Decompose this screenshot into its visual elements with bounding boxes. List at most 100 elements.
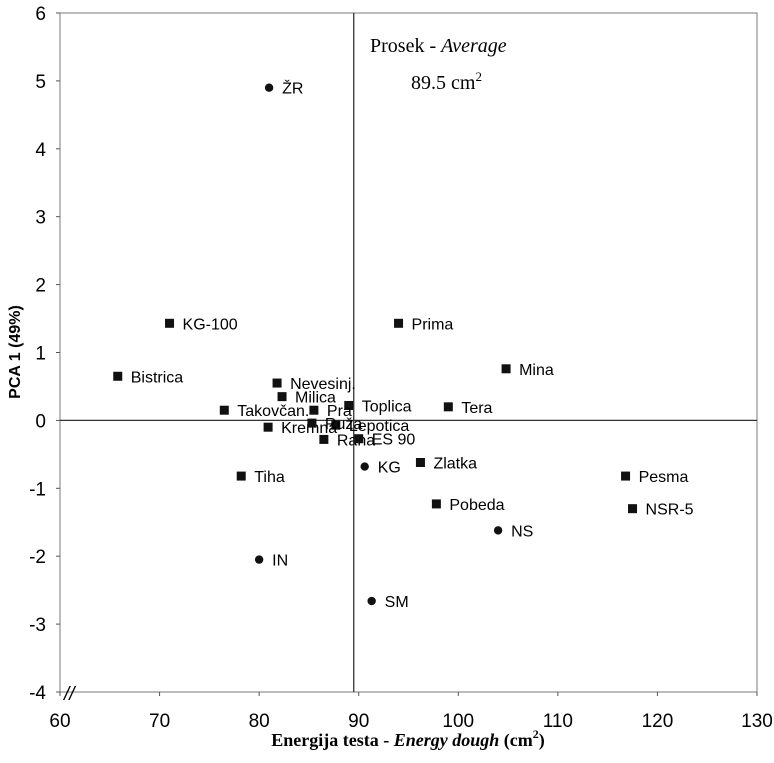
point-label: Zlatka [433, 455, 477, 472]
square-marker [165, 318, 175, 328]
data-point: SM [367, 594, 409, 611]
square-marker [354, 434, 364, 444]
data-point: Tera [443, 400, 493, 417]
y-tick-label: 0 [35, 411, 46, 432]
point-label: KG [378, 460, 401, 477]
data-point: Kremna [263, 420, 337, 437]
data-point: Zlatka [415, 455, 477, 472]
square-marker [344, 400, 354, 410]
square-marker [272, 378, 282, 388]
point-label: NS [511, 523, 533, 540]
y-tick-label: 3 [35, 208, 46, 229]
circle-marker [367, 596, 376, 606]
point-label: SM [385, 594, 409, 611]
circle-marker [493, 526, 503, 535]
point-label: Mina [519, 362, 554, 379]
point-label: Pra [327, 403, 352, 420]
y-tick-label: 5 [35, 72, 46, 93]
x-tick-label: 90 [348, 711, 369, 732]
point-label: KG-100 [183, 316, 238, 333]
y-tick-label: -3 [29, 615, 46, 636]
square-marker [331, 420, 341, 430]
axis-break-mark: // [62, 684, 76, 705]
y-tick-label: -4 [29, 683, 46, 704]
x-tick-label: 60 [49, 711, 70, 732]
square-marker [431, 499, 441, 509]
y-tick-label: -2 [29, 547, 46, 568]
point-label: Lepotica [349, 418, 410, 435]
y-tick-label: 2 [35, 276, 46, 297]
point-label: ŽR [282, 79, 303, 98]
circle-marker [360, 462, 369, 471]
point-label: ES 90 [372, 432, 416, 449]
data-point: Tiha [236, 469, 285, 486]
square-marker [309, 405, 319, 415]
x-tick-label: 130 [741, 711, 773, 732]
average-annotation-line1: Prosek - Average [370, 35, 507, 57]
data-point: Pra [309, 403, 352, 420]
y-tick-labels: 6 5 4 3 2 1 0 -1 -2 -3 -4 [29, 4, 60, 704]
y-tick-label: 1 [35, 344, 46, 365]
point-label: NSR-5 [646, 502, 694, 519]
x-tick-label: 70 [149, 711, 170, 732]
square-marker [236, 471, 246, 481]
circle-marker [254, 555, 264, 564]
y-tick-label: 6 [35, 4, 46, 25]
square-marker [219, 405, 229, 415]
x-tick-label: 80 [249, 711, 270, 732]
average-annotation-line2: 89.5 cm2 [411, 69, 482, 94]
data-point: Pobeda [431, 497, 505, 514]
x-tick-labels: 60 70 80 90 100 110 120 130 [49, 692, 773, 732]
square-marker [415, 457, 425, 467]
point-label: Pobeda [449, 497, 504, 514]
square-marker [501, 364, 511, 374]
data-point: Takovčan. [219, 403, 309, 420]
square-marker [319, 434, 329, 444]
data-point: Mina [501, 362, 554, 379]
data-point: Ruža [307, 416, 362, 433]
x-axis-title: Energija testa - Energy dough (cm2) [271, 727, 544, 751]
data-point: KG-100 [165, 316, 238, 333]
data-point: NSR-5 [628, 502, 694, 519]
data-point: Prima [394, 316, 453, 333]
square-marker [443, 402, 453, 412]
circle-marker [264, 83, 274, 92]
point-label: Kremna [281, 420, 337, 437]
point-label: Bistrica [131, 369, 184, 386]
square-marker [628, 504, 638, 514]
point-label: IN [272, 553, 288, 570]
data-point: Toplica [344, 398, 412, 415]
point-label: Tiha [254, 469, 285, 486]
y-tick-label: -1 [29, 479, 46, 500]
plot-frame [59, 12, 758, 693]
data-point: Lepotica [331, 418, 409, 435]
square-marker [394, 318, 404, 328]
square-marker [113, 371, 123, 381]
x-tick-label: 120 [642, 711, 674, 732]
data-point: ŽR [264, 79, 303, 98]
data-point: KG [360, 460, 401, 477]
square-marker [277, 392, 287, 402]
data-point: Bistrica [113, 369, 183, 386]
data-point: Rana [319, 432, 375, 449]
square-marker [263, 422, 273, 432]
point-label: Pesma [639, 469, 689, 486]
square-marker [621, 471, 631, 481]
point-label: Prima [412, 316, 454, 333]
y-axis-title: PCA 1 (49%) [7, 305, 24, 399]
data-point: NS [493, 523, 533, 540]
data-point: IN [254, 553, 288, 570]
point-label: Milica [295, 390, 336, 407]
data-points: ŽR KG-100 Prima Bistrica Mina Nevesinj.Milica… [113, 79, 694, 611]
data-point: Pesma [621, 469, 688, 486]
data-point: Milica [277, 390, 336, 407]
point-label: Ruža [325, 416, 362, 433]
point-label: Takovčan. [237, 403, 309, 420]
x-tick-label: 110 [543, 711, 573, 732]
point-label: Toplica [362, 398, 412, 415]
data-point: Nevesinj. [272, 376, 356, 393]
x-tick-label: 100 [442, 711, 474, 732]
data-point: ES 90 [354, 432, 415, 449]
y-tick-label: 4 [35, 140, 46, 161]
